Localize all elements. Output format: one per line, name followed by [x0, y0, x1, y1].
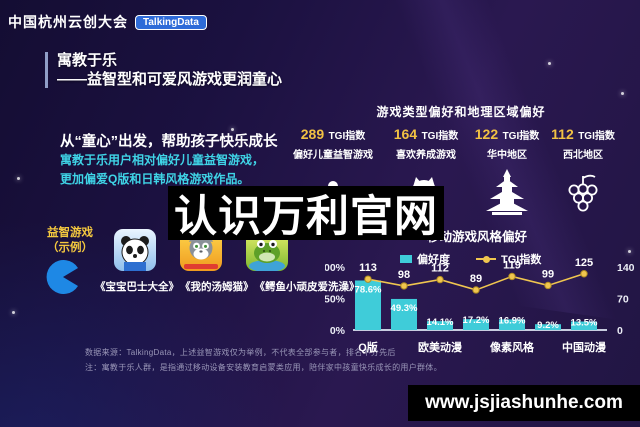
slide-title-line1: 寓教于乐	[57, 52, 118, 69]
stat-unit: TGI指数	[578, 131, 615, 142]
example-games-label-line2: （示例）	[47, 242, 93, 254]
svg-text:89: 89	[470, 273, 482, 285]
svg-text:0: 0	[617, 325, 623, 337]
stat-value: 289	[300, 126, 325, 142]
sparkle-dot	[548, 62, 551, 65]
svg-text:9.2%: 9.2%	[537, 320, 559, 331]
legend-item-tgi: TGI指数	[476, 251, 541, 267]
sparkle-dot	[17, 177, 20, 180]
svg-text:Q版: Q版	[358, 340, 378, 354]
svg-text:17.2%: 17.2%	[463, 315, 490, 326]
svg-text:125: 125	[575, 257, 593, 269]
caption-wheres-my-water: 《鳄鱼小顽皮爱洗澡》	[254, 281, 360, 293]
svg-text:140: 140	[617, 262, 635, 274]
style-preference-chart: 0% 50% 100% 0 70 140 78.6% 49.3% 14.1% 17.2% 16.9%…	[325, 257, 635, 354]
svg-text:中国动漫: 中国动漫	[562, 340, 607, 354]
svg-text:100%: 100%	[325, 262, 346, 274]
svg-text:16.9%: 16.9%	[499, 315, 526, 326]
chart-legend: 偏好度 TGI指数	[400, 251, 541, 267]
svg-text:99: 99	[542, 268, 554, 280]
example-game-captions: 《宝宝巴士大全》 《我的汤姆猫》 《鳄鱼小顽皮爱洗澡》	[95, 279, 360, 294]
intro-heading: 从“童心”出发，帮助孩子快乐成长	[60, 134, 278, 150]
caption-baobao-bus: 《宝宝巴士大全》	[95, 281, 179, 293]
slide-title: 寓教于乐 ——益智型和可爱风游戏更润童心	[57, 51, 282, 89]
svg-text:像素风格: 像素风格	[490, 340, 535, 354]
stat-unit: TGI指数	[328, 131, 366, 142]
line-series-swatch	[476, 255, 496, 263]
footnote-note: 注：寓教于乐人群，是指通过移动设备安装教育启蒙类应用，陪伴家中孩童快乐成长的用户…	[85, 363, 442, 372]
intro-line-2: 更加偏爱Q版和日韩风格游戏作品。	[60, 172, 250, 186]
slide-title-line2: ——益智型和可爱风游戏更润童心	[57, 71, 283, 88]
panda-app-icon	[114, 229, 156, 271]
svg-text:119: 119	[503, 259, 521, 271]
pacman-icon	[46, 260, 78, 294]
chart-title: 移动游戏风格偏好	[426, 230, 527, 244]
intro-line-1: 寓教于乐用户相对偏好儿童益智游戏，	[60, 153, 265, 167]
svg-text:78.6%: 78.6%	[355, 284, 382, 295]
sparkle-dot	[12, 311, 15, 314]
stat-label: 偏好儿童益智游戏	[293, 150, 373, 161]
sparkle-dot	[621, 92, 624, 95]
watermark-site-url: www.jsjiashunhe.com	[408, 385, 640, 421]
talkingdata-logo-badge: TalkingData	[135, 14, 207, 30]
pagoda-icon	[471, 161, 543, 217]
header-brand-row: 中国杭州云创大会 TalkingData	[8, 12, 207, 32]
legend-item-preference: 偏好度	[400, 251, 450, 267]
svg-text:0%: 0%	[330, 325, 346, 337]
stat-central-china: 122 TGI指数 华中地区	[471, 126, 543, 217]
svg-text:50%: 50%	[325, 294, 346, 306]
svg-text:70: 70	[617, 294, 629, 306]
stat-label: 喜欢养成游戏	[396, 150, 456, 161]
stat-unit: TGI指数	[502, 131, 540, 142]
svg-text:112: 112	[431, 263, 449, 275]
legend-label-tgi: TGI指数	[501, 254, 542, 266]
title-accent-bar	[45, 52, 48, 88]
svg-text:113: 113	[359, 262, 377, 274]
stat-value: 164	[393, 126, 418, 142]
stat-label: 西北地区	[563, 150, 603, 161]
grapes-icon	[543, 161, 623, 217]
caption-talking-tom: 《我的汤姆猫》	[180, 281, 254, 293]
svg-text:欧美动漫: 欧美动漫	[418, 340, 463, 354]
svg-text:98: 98	[398, 269, 410, 281]
svg-text:13.5%: 13.5%	[571, 317, 598, 328]
stats-panel: 游戏类型偏好和地理区域偏好 289 TGI指数 偏好儿童益智游戏 164 TGI…	[285, 103, 637, 217]
svg-text:49.3%: 49.3%	[391, 303, 418, 314]
stat-value: 112	[551, 126, 574, 142]
watermark-text: 认识万利官网	[168, 186, 444, 241]
stat-label: 华中地区	[487, 150, 527, 161]
bar-series-swatch	[400, 255, 412, 263]
sparkle-dot	[231, 128, 234, 131]
event-title: 中国杭州云创大会	[8, 14, 128, 30]
footnote-source: 数据来源：TalkingData，上述益智游戏仅为举例，不代表全部参与者，排名不…	[85, 348, 396, 357]
svg-text:14.1%: 14.1%	[427, 317, 454, 328]
stat-value: 122	[474, 126, 499, 142]
example-games-label: 益智游戏 （示例）	[42, 226, 98, 256]
stat-unit: TGI指数	[421, 131, 459, 142]
stats-panel-heading: 游戏类型偏好和地理区域偏好	[376, 105, 546, 119]
example-games-label-line1: 益智游戏	[47, 227, 93, 239]
legend-label-preference: 偏好度	[417, 254, 450, 266]
sparkle-dot	[628, 250, 631, 253]
stat-northwest-china: 112 TGI指数 西北地区	[543, 126, 623, 217]
